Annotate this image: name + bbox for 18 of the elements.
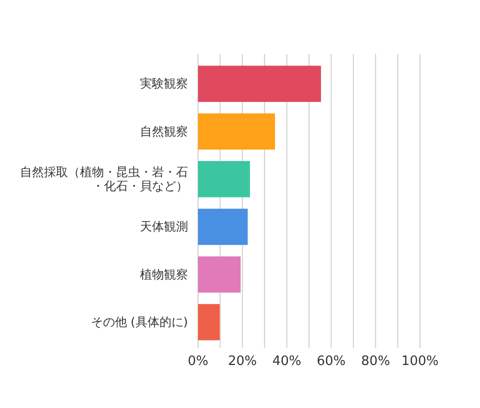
x-tick-label: 100% — [401, 354, 439, 370]
y-tick-label: その他 (具体的に) — [90, 315, 188, 330]
bar — [198, 256, 241, 293]
y-tick-label: 自然観察 — [140, 124, 188, 138]
y-tick-label: 自然採取（植物・昆虫・岩・石・化石・貝など） — [20, 164, 188, 194]
x-tick-label: 20% — [228, 354, 257, 370]
y-tick-label: 実験観察 — [140, 76, 188, 91]
bar — [198, 66, 321, 102]
x-tick-label: 0% — [188, 354, 208, 370]
y-tick-label: 植物観察 — [140, 267, 188, 282]
bar — [198, 304, 220, 340]
bar — [198, 208, 248, 245]
x-tick-label: 80% — [361, 354, 390, 370]
bar — [198, 161, 250, 198]
y-tick-label: 天体観測 — [140, 220, 188, 234]
bar — [198, 113, 276, 150]
x-tick-label: 40% — [272, 354, 302, 370]
x-tick-label: 60% — [316, 354, 346, 370]
